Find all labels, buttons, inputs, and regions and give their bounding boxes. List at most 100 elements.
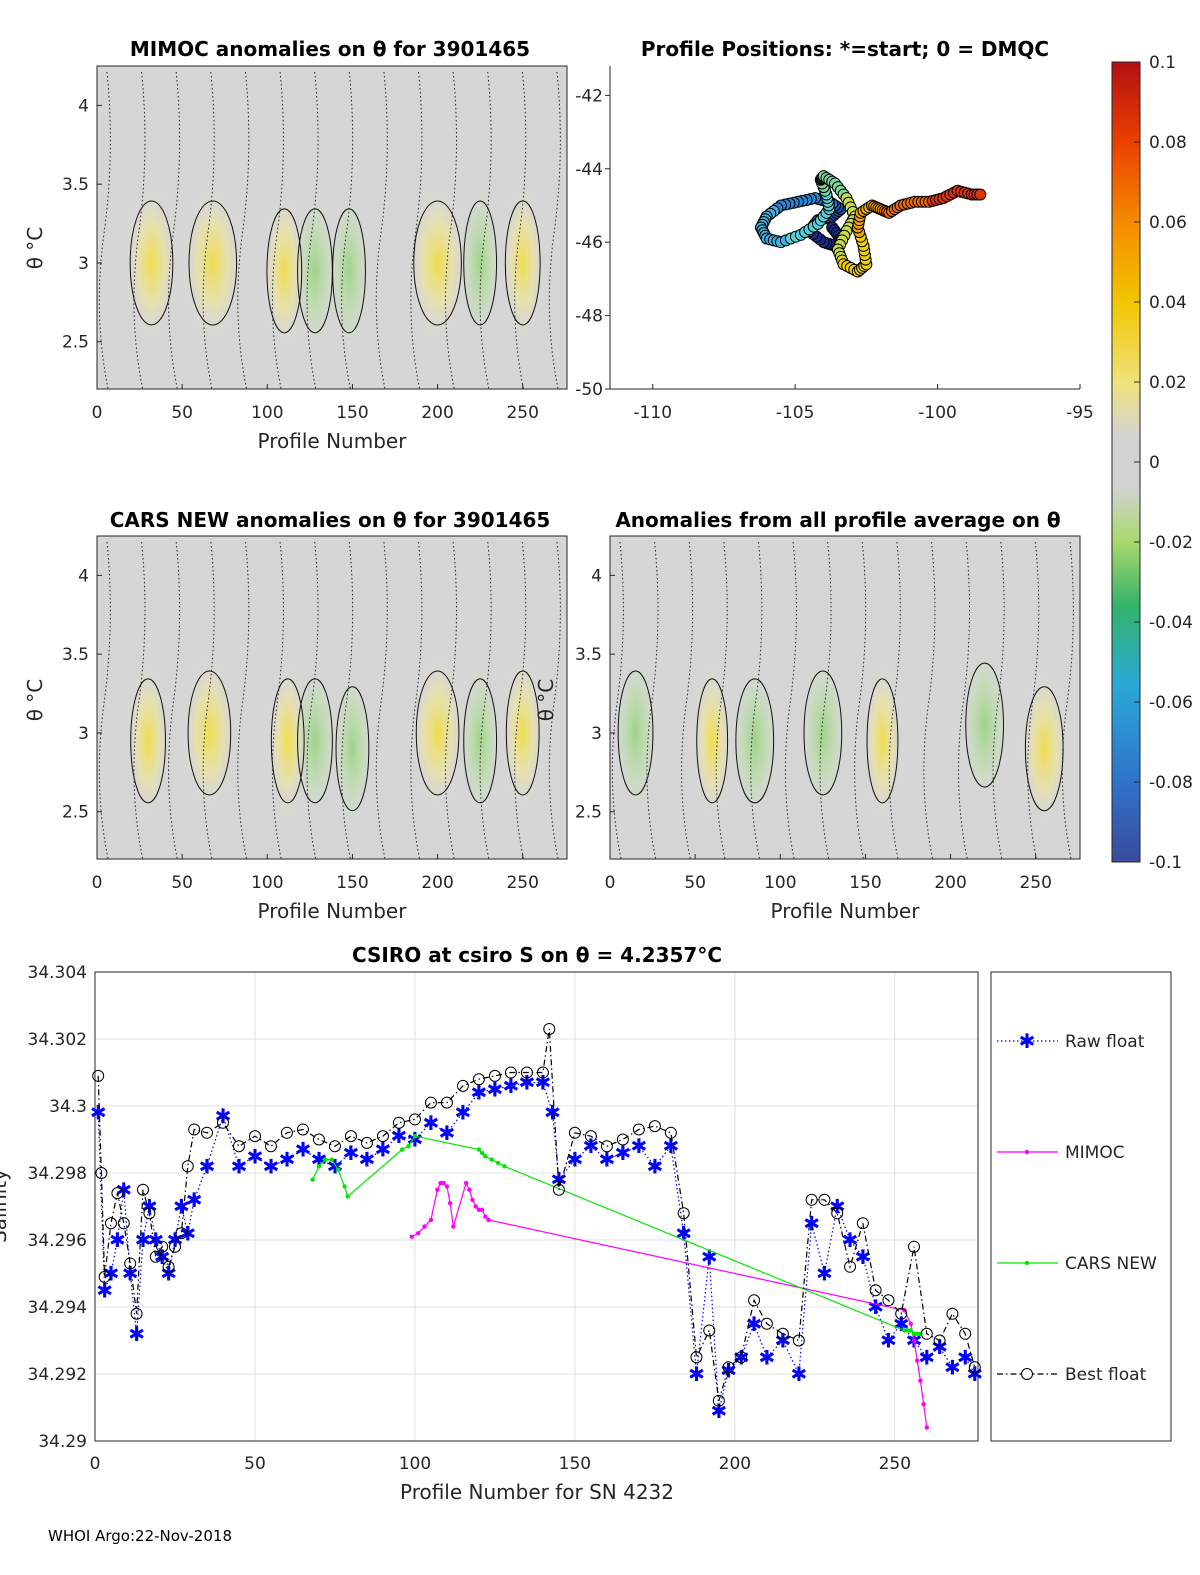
raw-float-point: ✱: [407, 1128, 424, 1152]
best-float-point: [968, 1361, 981, 1374]
best-float-point: [869, 1284, 882, 1297]
raw-float-point: ✱: [774, 1329, 791, 1353]
legend-cars-new-marker: [1024, 1260, 1030, 1266]
salinity-xtick-label: 250: [879, 1454, 911, 1474]
raw-float-point: ✱: [931, 1335, 948, 1359]
avg-axes-box: [609, 535, 1081, 860]
cars-contour-solid: [463, 678, 498, 804]
avg-contours: [611, 541, 1074, 859]
salinity-ytick-label: 34.3: [49, 1097, 87, 1117]
mimoc-contours: [98, 71, 561, 389]
mimoc-point: [902, 1308, 907, 1313]
raw-float-point: ✱: [122, 1262, 139, 1286]
mimoc-point: [444, 1184, 450, 1189]
avg-xlabel: Profile Number: [771, 899, 921, 923]
cars-anomaly-patch: [126, 662, 170, 819]
raw-float-point: ✱: [487, 1077, 504, 1101]
raw-float-point: ✱: [944, 1355, 961, 1379]
mimoc-anomaly-patch: [329, 192, 370, 349]
cars-new-point: [502, 1164, 507, 1169]
raw-float-point: ✱: [141, 1195, 158, 1219]
salinity-xtick-label: 0: [90, 1454, 101, 1474]
cars-new-line: [312, 1135, 921, 1335]
raw-float-point: ✱: [231, 1154, 248, 1178]
salinity-ytick-label: 34.298: [28, 1164, 87, 1184]
raw-float-point: ✱: [173, 1195, 190, 1219]
colorbar-tick-label: 0.08: [1149, 133, 1187, 153]
avg-contour-solid: [866, 678, 899, 804]
salinity-xtick-label: 100: [399, 1454, 431, 1474]
best-float-line: [97, 1028, 976, 1401]
best-float-point: [232, 1140, 245, 1153]
cars-new-point: [329, 1157, 334, 1162]
raw-float-point: ✱: [103, 1262, 120, 1286]
raw-float-point: ✱: [147, 1228, 164, 1252]
legend-mimoc-label: MIMOC: [1065, 1143, 1125, 1163]
best-float-point: [632, 1123, 645, 1136]
positions-ytick-label: -44: [575, 160, 603, 180]
salinity-xticks: 0 50 100 150 200 250: [90, 1454, 911, 1474]
avg-anomaly-patch: [961, 647, 1008, 804]
best-float-point: [933, 1334, 946, 1347]
best-float-point: [568, 1126, 581, 1139]
cars-contours: [98, 541, 561, 859]
mimoc-contour-solid: [129, 200, 174, 326]
best-float-point: [920, 1327, 933, 1340]
colorbar-tick-label: -0.02: [1149, 533, 1193, 553]
mimoc-panel: MIMOC anomalies on θ for 3901465 0 50 100 1…: [23, 37, 568, 453]
raw-float-point: ✱: [311, 1148, 328, 1172]
raw-float-point: ✱: [375, 1138, 392, 1162]
best-float-point: [117, 1217, 130, 1230]
raw-float-point: ✱: [199, 1154, 216, 1178]
raw-float-point: ✱: [880, 1329, 897, 1353]
best-float-point: [552, 1183, 565, 1196]
cars-ytick-label: 3: [78, 724, 89, 744]
raw-float-point: ✱: [135, 1228, 152, 1252]
positions-ytick-label: -50: [575, 380, 603, 400]
mimoc-axes-box: [96, 65, 568, 390]
avg-xticks: 0 50 100 150 200 250: [605, 854, 1052, 893]
cars-new-point: [905, 1328, 910, 1333]
cars-xtick-label: 0: [92, 873, 103, 893]
mimoc-xtick-label: 150: [336, 403, 368, 423]
raw-float-point: ✱: [701, 1245, 718, 1269]
raw-float-point: ✱: [918, 1345, 935, 1369]
raw-float-point: ✱: [179, 1221, 196, 1245]
best-float-point: [600, 1140, 613, 1153]
best-float-point: [959, 1327, 972, 1340]
salinity-ytick-label: 34.294: [28, 1298, 87, 1318]
positions-yticks: -42 -44 -46 -48 -50: [575, 86, 610, 400]
colorbar-tick-label: -0.06: [1149, 693, 1193, 713]
best-float-point: [328, 1140, 341, 1153]
legend-raw-float-marker: ✱: [1019, 1029, 1036, 1053]
best-float-point: [882, 1294, 895, 1307]
raw-float-point: ✱: [167, 1228, 184, 1252]
best-float-point: [584, 1130, 597, 1143]
raw-float-point: ✱: [519, 1071, 536, 1095]
mimoc-contour-solid: [463, 200, 498, 326]
positions-xticks: -110 -105 -100 -95: [633, 384, 1094, 423]
best-float-point: [312, 1133, 325, 1146]
mimoc-point: [918, 1378, 923, 1383]
mimoc-point: [473, 1204, 478, 1209]
raw-float-point: ✱: [455, 1101, 472, 1125]
raw-float-line: [97, 1081, 976, 1411]
avg-panel: Anomalies from all profile average on θ …: [534, 508, 1081, 923]
positions-track-point: [974, 188, 987, 201]
salinity-ytick-label: 34.304: [28, 963, 87, 983]
salinity-ytick-label: 34.296: [28, 1231, 87, 1251]
raw-float-point: ✱: [109, 1228, 126, 1252]
best-float-point: [472, 1073, 485, 1086]
mimoc-contour-solid: [266, 208, 303, 334]
mimoc-point: [409, 1234, 414, 1239]
salinity-xtick-label: 50: [244, 1454, 266, 1474]
avg-xtick-label: 250: [1019, 873, 1051, 893]
raw-float-point: ✱: [829, 1195, 846, 1219]
cars-new-point: [406, 1144, 411, 1149]
best-float-point: [805, 1193, 818, 1206]
mimoc-anomaly-patch: [263, 192, 306, 349]
best-float-point: [908, 1240, 921, 1253]
cars-new-point: [345, 1194, 350, 1199]
cars-new-point: [479, 1150, 485, 1156]
mimoc-point: [447, 1200, 453, 1206]
